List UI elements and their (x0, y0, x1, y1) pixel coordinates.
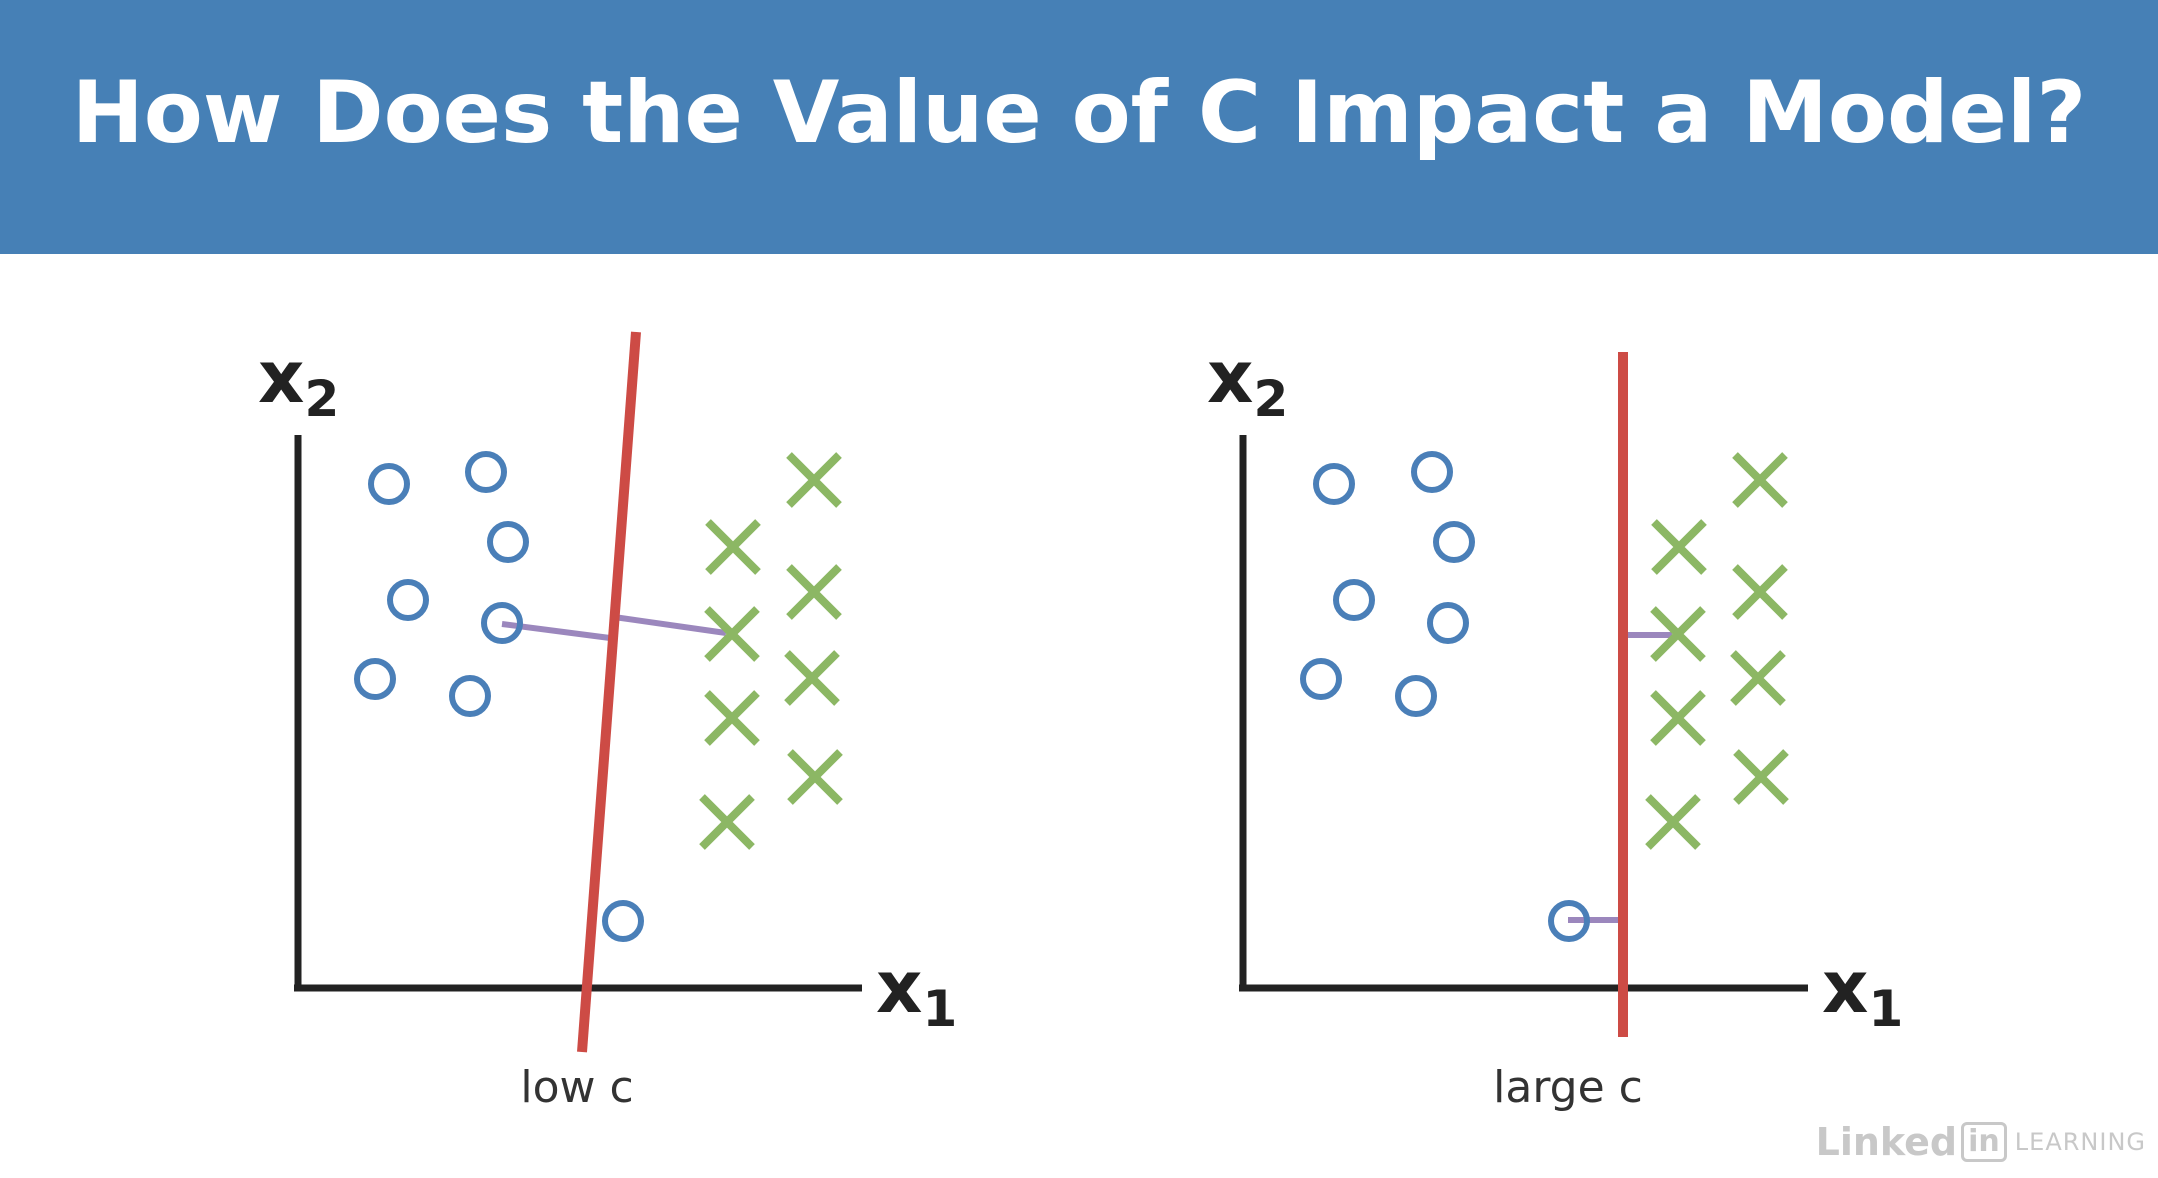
class-a-point (1411, 451, 1453, 493)
class-b-point (787, 749, 843, 805)
y-axis-label: x2 (1207, 335, 1288, 428)
class-a-outlier-point (1548, 900, 1590, 942)
class-b-point (786, 564, 842, 620)
linkedin-logo-icon: in (1961, 1122, 2007, 1162)
class-b-point (1650, 606, 1706, 662)
class-a-point (1395, 675, 1437, 717)
class-b-point (786, 452, 842, 508)
class-a-point (449, 675, 491, 717)
linkedin-learning-watermark: Linked in LEARNING (1816, 1120, 2146, 1164)
class-a-outlier-point (602, 900, 644, 942)
class-a-point (368, 463, 410, 505)
class-a-point (387, 579, 429, 621)
y-axis-label: x2 (258, 335, 339, 428)
class-a-point (1433, 521, 1475, 563)
class-a-point (1427, 602, 1469, 644)
page-title: How Does the Value of C Impact a Model? (71, 63, 2087, 163)
caption-low-c: low c (520, 1062, 633, 1113)
panel-low-c: x2 x1 (258, 331, 957, 1113)
class-b-point (1730, 650, 1786, 706)
caption-large-c: large c (1493, 1062, 1643, 1113)
distance-line (613, 614, 727, 636)
class-b-point (1650, 690, 1706, 746)
class-a-point (481, 602, 523, 644)
decision-boundary (577, 331, 641, 1053)
class-b-point (699, 794, 755, 850)
class-b-point (705, 519, 761, 575)
class-a-point (487, 521, 529, 563)
class-a-point (1300, 658, 1342, 700)
panel-large-c: x2 x1 (1207, 335, 1903, 1113)
class-a-point (1313, 463, 1355, 505)
class-b-point (1651, 519, 1707, 575)
title-banner: How Does the Value of C Impact a Model? (0, 0, 2158, 254)
x-axis-label: x1 (1822, 945, 1903, 1038)
watermark-product: LEARNING (2014, 1128, 2146, 1156)
watermark-brand: Linked (1815, 1120, 1958, 1164)
class-b-point (704, 606, 760, 662)
class-b-point (784, 650, 840, 706)
class-b-point (1732, 452, 1788, 508)
class-b-point (1732, 564, 1788, 620)
class-b-point (1645, 794, 1701, 850)
class-b-point (1733, 749, 1789, 805)
x-axis-label: x1 (876, 945, 957, 1038)
class-a-point (354, 658, 396, 700)
class-b-point (704, 690, 760, 746)
class-a-point (1333, 579, 1375, 621)
class-a-point (465, 451, 507, 493)
